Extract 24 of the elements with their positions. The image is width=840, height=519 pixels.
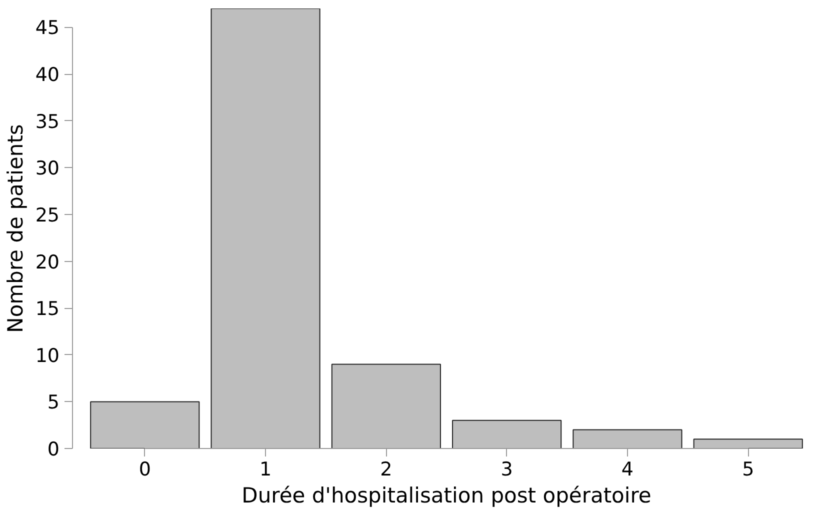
x-tick-label: 4 bbox=[621, 458, 634, 480]
y-tick-label: 45 bbox=[35, 17, 60, 40]
bar bbox=[572, 429, 682, 448]
x-tick-label: 3 bbox=[500, 458, 513, 480]
bar bbox=[90, 401, 200, 448]
bar bbox=[452, 420, 562, 448]
x-tick-label: 2 bbox=[380, 458, 392, 480]
x-tick-label: 1 bbox=[259, 458, 272, 480]
y-tick-label: 10 bbox=[35, 344, 60, 367]
bar bbox=[693, 438, 803, 448]
bar bbox=[210, 8, 320, 448]
y-tick-label: 35 bbox=[35, 110, 60, 133]
x-axis-title: Durée d'hospitalisation post opératoire bbox=[242, 484, 652, 508]
y-tick-label: 0 bbox=[47, 438, 60, 460]
y-axis-title: Nombre de patients bbox=[3, 124, 28, 333]
bar bbox=[331, 364, 441, 448]
y-tick-label: 5 bbox=[47, 392, 60, 414]
y-tick-label: 40 bbox=[35, 64, 60, 86]
y-tick-label: 30 bbox=[35, 158, 60, 180]
y-tick-label: 20 bbox=[35, 251, 60, 274]
y-tick-label: 25 bbox=[35, 204, 60, 226]
x-tick-label: 0 bbox=[138, 458, 151, 480]
x-tick-label: 5 bbox=[742, 458, 754, 480]
y-tick-label: 15 bbox=[35, 298, 60, 320]
